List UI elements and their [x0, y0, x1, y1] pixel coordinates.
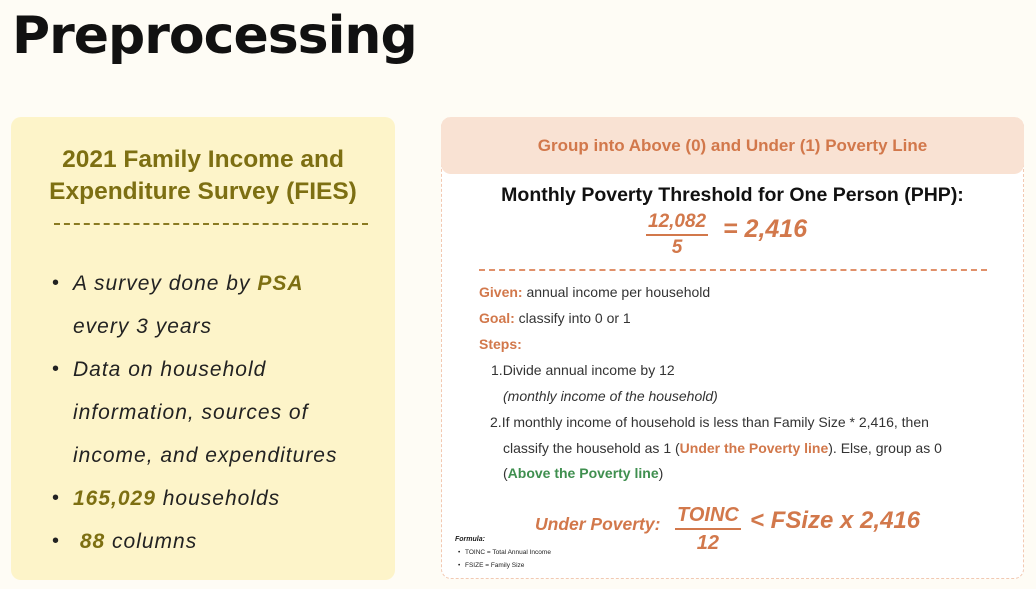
bullet-text: Data on household — [73, 358, 267, 381]
survey-title-line1: 2021 Family Income and — [62, 146, 344, 173]
step-1: 1.Divide annual income by 12 — [491, 362, 675, 378]
bullet-highlight: 165,029 — [73, 487, 156, 510]
step-text: Divide annual income by 12 — [502, 362, 675, 378]
threshold-title: Monthly Poverty Threshold for One Person… — [501, 184, 964, 206]
survey-title-line2: Expenditure Survey (FIES) — [49, 178, 357, 205]
survey-bullet-list: A survey done by PSA every 3 years Data … — [49, 262, 338, 563]
bullet-households-count: 165,029 households — [49, 477, 338, 520]
formula-fraction: TOINC 12 — [675, 502, 741, 556]
bullet-text: information, sources of — [73, 401, 309, 424]
bullet-columns-count: 88 columns — [49, 520, 338, 563]
step-2-line3: (Above the Poverty line) — [503, 465, 663, 481]
steps-label: Steps: — [479, 336, 522, 352]
bullet-text: columns — [105, 530, 198, 553]
under-poverty-highlight: Under the Poverty line — [679, 440, 829, 456]
formula-legend: Formula: TOINC = Total Annual Income FSI… — [455, 536, 551, 572]
step-2: 2.If monthly income of household is less… — [490, 414, 929, 430]
bullet-highlight: PSA — [257, 272, 304, 295]
survey-divider — [54, 223, 368, 225]
bullet-highlight: 88 — [79, 530, 106, 553]
step-number: 1. — [491, 362, 503, 378]
bullet-text: every 3 years — [73, 315, 213, 338]
formula-legend-item: FSIZE = Family Size — [455, 559, 551, 572]
survey-card: 2021 Family Income and Expenditure Surve… — [11, 117, 395, 580]
formula-numerator: TOINC — [675, 502, 741, 530]
goal-line: Goal: classify into 0 or 1 — [479, 310, 631, 326]
poverty-divider — [479, 269, 987, 271]
bullet-data-household: Data on household information, sources o… — [49, 348, 338, 477]
formula-legend-item: TOINC = Total Annual Income — [455, 546, 551, 559]
poverty-card-header: Group into Above (0) and Under (1) Pover… — [441, 117, 1024, 174]
bullet-text: income, and expenditures — [73, 444, 338, 467]
bullet-text: A survey done by — [73, 272, 258, 295]
threshold-fraction: 12,082 5 — [646, 210, 709, 260]
given-label: Given: — [479, 284, 523, 300]
step-2-line2: classify the household as 1 (Under the P… — [503, 440, 942, 456]
step-text: ). Else, group as 0 — [828, 440, 942, 456]
goal-text: classify into 0 or 1 — [514, 310, 631, 326]
bullet-survey-psa: A survey done by PSA every 3 years — [49, 262, 338, 348]
under-poverty-label: Under Poverty: — [535, 514, 661, 534]
threshold-denominator: 5 — [671, 237, 683, 258]
formula-denominator: 12 — [696, 532, 720, 554]
step-number: 2. — [490, 414, 502, 430]
threshold-numerator: 12,082 — [646, 210, 709, 236]
formula-legend-list: TOINC = Total Annual Income FSIZE = Fami… — [455, 546, 551, 572]
page-title: Preprocessing — [12, 6, 418, 66]
poverty-card — [441, 117, 1024, 579]
given-text: annual income per household — [522, 284, 711, 300]
formula-result: < FSize x 2,416 — [750, 507, 921, 534]
formula-legend-title: Formula: — [455, 536, 485, 543]
threshold-result: = 2,416 — [723, 215, 808, 243]
step-text: ) — [658, 465, 664, 481]
goal-label: Goal: — [479, 310, 515, 326]
bullet-text: households — [155, 487, 281, 510]
steps-label-text: Steps: — [479, 336, 522, 352]
step-text: If monthly income of household is less t… — [501, 414, 929, 430]
step-1-note: (monthly income of the household) — [503, 388, 718, 404]
step-text: ( — [503, 465, 508, 481]
above-poverty-highlight: Above the Poverty line — [507, 465, 659, 481]
survey-title: 2021 Family Income and Expenditure Surve… — [11, 144, 395, 208]
step-text: classify the household as 1 ( — [503, 440, 680, 456]
given-line: Given: annual income per household — [479, 284, 710, 300]
